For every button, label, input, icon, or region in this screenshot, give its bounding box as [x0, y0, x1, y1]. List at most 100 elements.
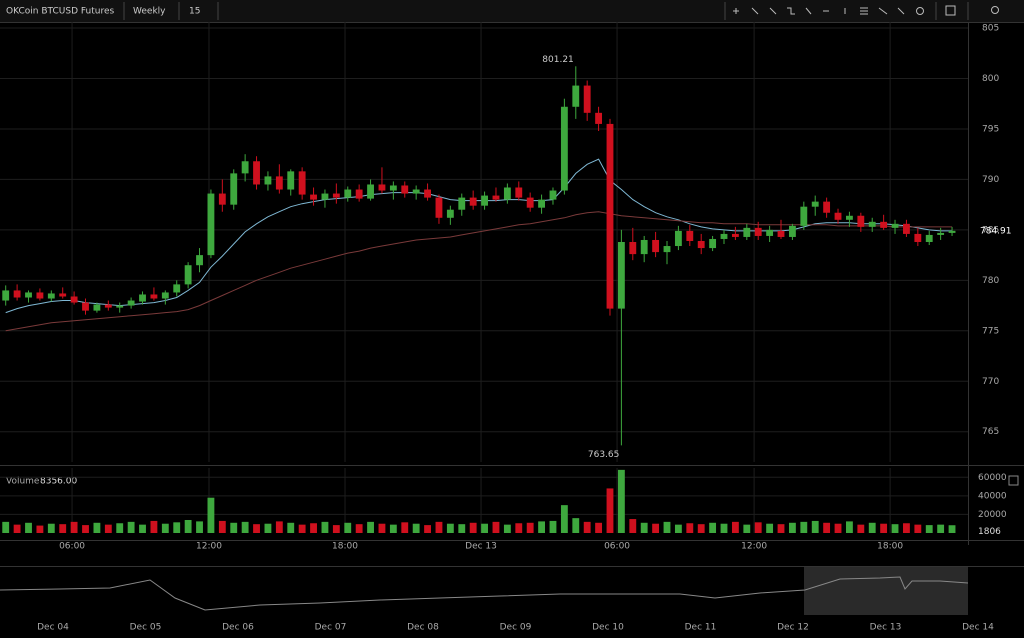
volume-bar — [264, 523, 272, 533]
volume-bar — [82, 525, 89, 533]
volume-bar — [253, 524, 260, 533]
volume-bar — [686, 523, 694, 533]
y-tick-label: 780 — [982, 276, 999, 286]
candle-body — [846, 215, 853, 220]
candle-body — [811, 201, 819, 207]
candle-body — [606, 123, 614, 309]
volume-bar — [823, 522, 831, 533]
candle-body — [378, 184, 386, 191]
volume-bar — [275, 521, 283, 533]
volume-bar — [469, 522, 477, 533]
volume-bar — [435, 521, 443, 533]
volume-bar — [788, 522, 796, 533]
volume-bar — [595, 522, 603, 533]
volume-bar — [47, 523, 55, 533]
candle-body — [652, 239, 660, 253]
volume-bar — [754, 522, 762, 533]
symbol-select[interactable]: OKCoin BTCUSD Futures — [6, 7, 115, 17]
candle-body — [435, 197, 443, 218]
candle-body — [2, 290, 10, 301]
volume-bar — [766, 523, 774, 533]
y-tick-label: 795 — [982, 124, 999, 134]
candle-body — [207, 193, 215, 256]
range-select[interactable]: Weekly — [133, 7, 166, 17]
candle-body — [150, 294, 158, 299]
volume-bar — [583, 521, 591, 533]
candle-body — [196, 255, 203, 266]
y-tick-label: 790 — [982, 175, 999, 185]
volume-bar — [332, 525, 340, 533]
navigator-date: Dec 07 — [315, 623, 347, 633]
candle-body — [127, 300, 135, 306]
candle-body — [903, 223, 910, 234]
drawing-tools[interactable] — [733, 5, 999, 16]
volume-bar — [287, 522, 295, 533]
navigator-date: Dec 08 — [407, 623, 439, 633]
volume-bar — [116, 523, 124, 533]
navigator-date: Dec 13 — [870, 623, 902, 633]
candle-body — [82, 302, 89, 311]
volume-bar — [800, 521, 808, 533]
candle-body — [458, 197, 466, 210]
candle-body — [25, 292, 32, 298]
volume-bar — [2, 521, 10, 533]
volume-bar — [891, 524, 899, 533]
last-price-label: 784.91 — [980, 226, 1012, 236]
volume-bar — [161, 523, 169, 533]
volume-bar — [401, 522, 409, 533]
candle-body — [139, 294, 146, 302]
volume-bar — [127, 521, 135, 533]
volume-bar — [868, 522, 876, 533]
volume-bar — [720, 523, 728, 533]
volume-bar — [572, 518, 580, 533]
candle-body — [834, 212, 842, 220]
volume-bar — [811, 520, 819, 533]
candle-body — [766, 229, 774, 236]
candle-body — [549, 190, 557, 200]
volume-bar — [731, 521, 739, 533]
y-tick-label: 805 — [982, 24, 999, 34]
candle-body — [686, 230, 694, 241]
volume-bar — [857, 524, 865, 533]
navigator-window[interactable] — [804, 567, 968, 615]
volume-bar — [412, 523, 420, 533]
candle-body — [754, 227, 762, 236]
volume-bar — [424, 525, 431, 533]
volume-bar — [674, 524, 682, 533]
volume-bar — [492, 521, 500, 533]
volume-title: Volume — [6, 477, 40, 487]
candle-body — [857, 215, 865, 227]
close-pane[interactable] — [1008, 475, 1019, 486]
y-tick-label: 60000 — [978, 473, 1007, 483]
volume-bar — [709, 522, 717, 533]
volume-bar — [663, 521, 671, 533]
x-tick-label: 06:00 — [604, 542, 630, 552]
volume-bar — [218, 520, 226, 533]
volume-bar — [948, 525, 956, 533]
volume-bar — [310, 523, 317, 533]
y-tick-label: 770 — [982, 377, 999, 387]
candle-body — [161, 292, 169, 299]
candle-body — [59, 293, 67, 297]
interval-select[interactable]: 15 — [189, 7, 200, 17]
volume-bar — [241, 521, 249, 533]
candle-body — [640, 239, 648, 255]
candle-body — [709, 238, 717, 249]
volume-bar — [526, 522, 534, 533]
volume-bar — [344, 522, 352, 533]
navigator-date: Dec 05 — [130, 623, 162, 633]
volume-bar — [59, 524, 67, 533]
low-label: 763.65 — [588, 450, 620, 460]
volume-bar — [355, 524, 363, 533]
candle-body — [446, 209, 454, 218]
y-tick-label: 775 — [982, 326, 999, 336]
candle-body — [241, 161, 249, 174]
candle-body — [538, 199, 545, 208]
candle-body — [287, 171, 295, 190]
candle-body — [401, 185, 409, 194]
candle-body — [298, 171, 306, 195]
navigator-date: Dec 12 — [777, 623, 809, 633]
volume-bar — [150, 520, 158, 533]
x-tick-label: 12:00 — [741, 542, 767, 552]
volume-bar — [515, 523, 523, 533]
